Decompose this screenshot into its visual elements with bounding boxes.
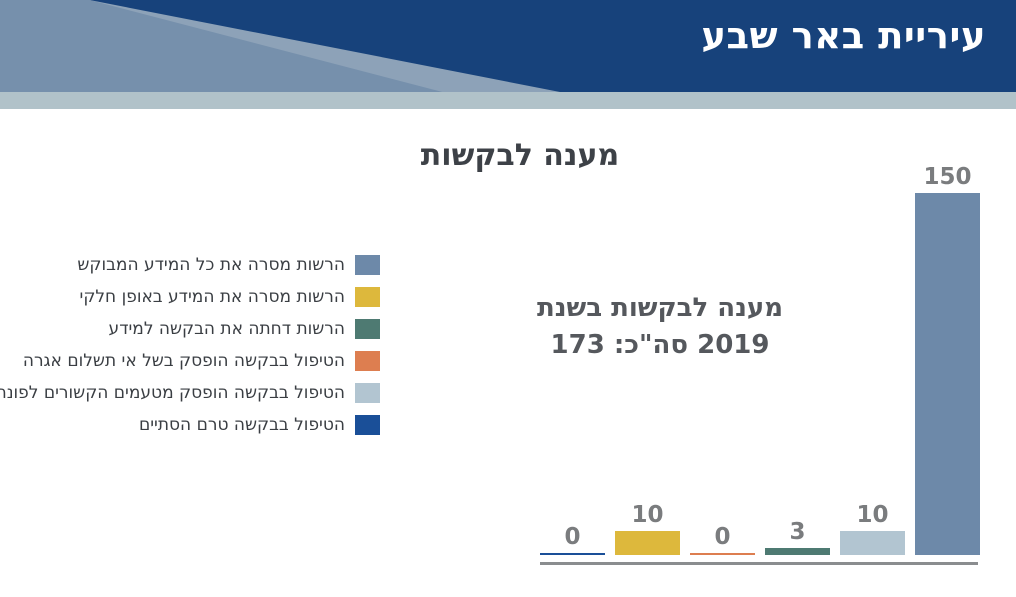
bar-value-label: 3: [789, 519, 806, 545]
legend-item: הרשות מסרה את כל המידע המבוקש: [30, 249, 380, 281]
page-title: עיריית באר שבע: [701, 14, 986, 57]
legend-swatch: [355, 287, 380, 307]
chart-annotation: מענה לבקשות בשנת 2019 סה"כ: 173: [500, 290, 820, 364]
bar: [540, 553, 605, 555]
x-axis-line: [540, 562, 978, 565]
bar-value-label: 10: [856, 502, 889, 528]
legend-label: הרשות מסרה את המידע באופן חלקי: [79, 287, 345, 307]
header-strip: [0, 92, 1016, 109]
bar-value-label: 0: [564, 524, 581, 550]
bar-chart: 150 10 3 0 10 0: [540, 0, 980, 555]
chart-legend: הרשות מסרה את כל המידע המבוקש הרשות מסרה…: [0, 249, 380, 441]
legend-label: הרשות דחתה את הבקשה למידע: [108, 319, 345, 339]
legend-item: הרשות מסרה את המידע באופן חלקי: [30, 281, 380, 313]
legend-label: הטיפול בבקשה הופסק בשל אי תשלום אגרה: [22, 351, 345, 371]
legend-swatch: [355, 415, 380, 435]
bar-slot-5: 0: [540, 526, 605, 555]
legend-swatch: [355, 319, 380, 339]
legend-label: הרשות מסרה את כל המידע המבוקש: [77, 255, 345, 275]
bar-slot-1: 10: [840, 504, 905, 555]
bar: [615, 531, 680, 555]
legend-item: הרשות דחתה את הבקשה למידע: [30, 313, 380, 345]
bar-slot-0: 150: [915, 166, 980, 555]
bar-value-label: 0: [714, 524, 731, 550]
legend-label: הטיפול בבקשה הופסק מטעמים הקשורים לפונה: [0, 383, 345, 403]
bar: [765, 548, 830, 555]
legend-label: הטיפול בבקשה טרם הסתיים: [138, 415, 345, 435]
bar: [915, 193, 980, 555]
bar-value-label: 150: [923, 164, 972, 190]
header-banner: עיריית באר שבע: [0, 0, 1016, 92]
annotation-line-2: 2019 סה"כ: 173: [550, 330, 770, 360]
bar-slot-2: 3: [765, 521, 830, 555]
legend-swatch: [355, 383, 380, 403]
bar: [840, 531, 905, 555]
chart-title: מענה לבקשות: [420, 138, 620, 173]
bar-value-label: 10: [631, 502, 664, 528]
legend-swatch: [355, 351, 380, 371]
bar-slot-4: 10: [615, 504, 680, 555]
annotation-line-1: מענה לבקשות בשנת: [536, 293, 784, 323]
bar: [690, 553, 755, 555]
legend-item: הטיפול בבקשה הופסק בשל אי תשלום אגרה: [23, 345, 380, 377]
legend-item: הטיפול בבקשה הופסק מטעמים הקשורים לפונה: [0, 377, 380, 409]
bar-slot-3: 0: [690, 526, 755, 555]
legend-swatch: [355, 255, 380, 275]
legend-item: הטיפול בבקשה טרם הסתיים: [30, 409, 380, 441]
